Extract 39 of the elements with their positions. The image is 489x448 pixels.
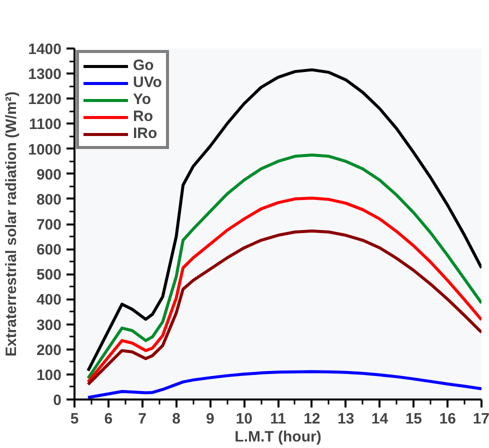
legend-label: IRo [133,125,158,142]
y-tick-label: 1200 [28,91,62,108]
x-tick-label: 14 [371,410,389,428]
x-tick-label: 5 [70,410,79,428]
y-tick-label: 900 [36,166,62,184]
y-tick-label: 1400 [28,41,62,58]
y-tick-label: 1300 [28,66,62,84]
y-tick-label: 500 [36,266,62,284]
x-tick-label: 6 [104,410,113,428]
x-tick-label: 12 [304,410,320,428]
x-tick-label: 13 [337,410,354,428]
x-tick-label: 9 [206,410,214,428]
y-tick-label: 400 [36,292,62,309]
y-axis-title: Extraterrestrial solar radiation (W/m²) [3,91,20,357]
y-tick-label: 300 [36,316,62,334]
legend-label: UVo [133,74,162,91]
x-tick-label: 8 [172,410,180,428]
legend-label: Go [133,57,154,74]
legend-label: Ro [133,108,153,125]
x-tick-label: 7 [138,410,147,428]
y-tick-label: 700 [36,216,62,234]
x-tick-label: 15 [405,410,422,428]
y-tick-label: 0 [53,392,62,409]
x-tick-label: 17 [472,410,489,428]
y-tick-label: 600 [36,242,62,259]
y-tick-label: 1100 [28,116,62,134]
y-tick-label: 200 [36,342,62,359]
y-tick-label: 1000 [28,141,62,158]
line-series [86,196,482,384]
y-tick-label: 800 [36,191,62,208]
line-series [86,154,482,380]
line-series [86,230,482,386]
x-tick-label: 16 [439,410,456,428]
y-tick-label: 100 [36,366,62,384]
x-tick-label: 10 [236,410,252,428]
legend-label: Yo [133,91,152,108]
x-axis-title: L.M.T (hour) [234,428,322,446]
line-series [86,370,482,399]
x-tick-label: 11 [270,410,286,428]
